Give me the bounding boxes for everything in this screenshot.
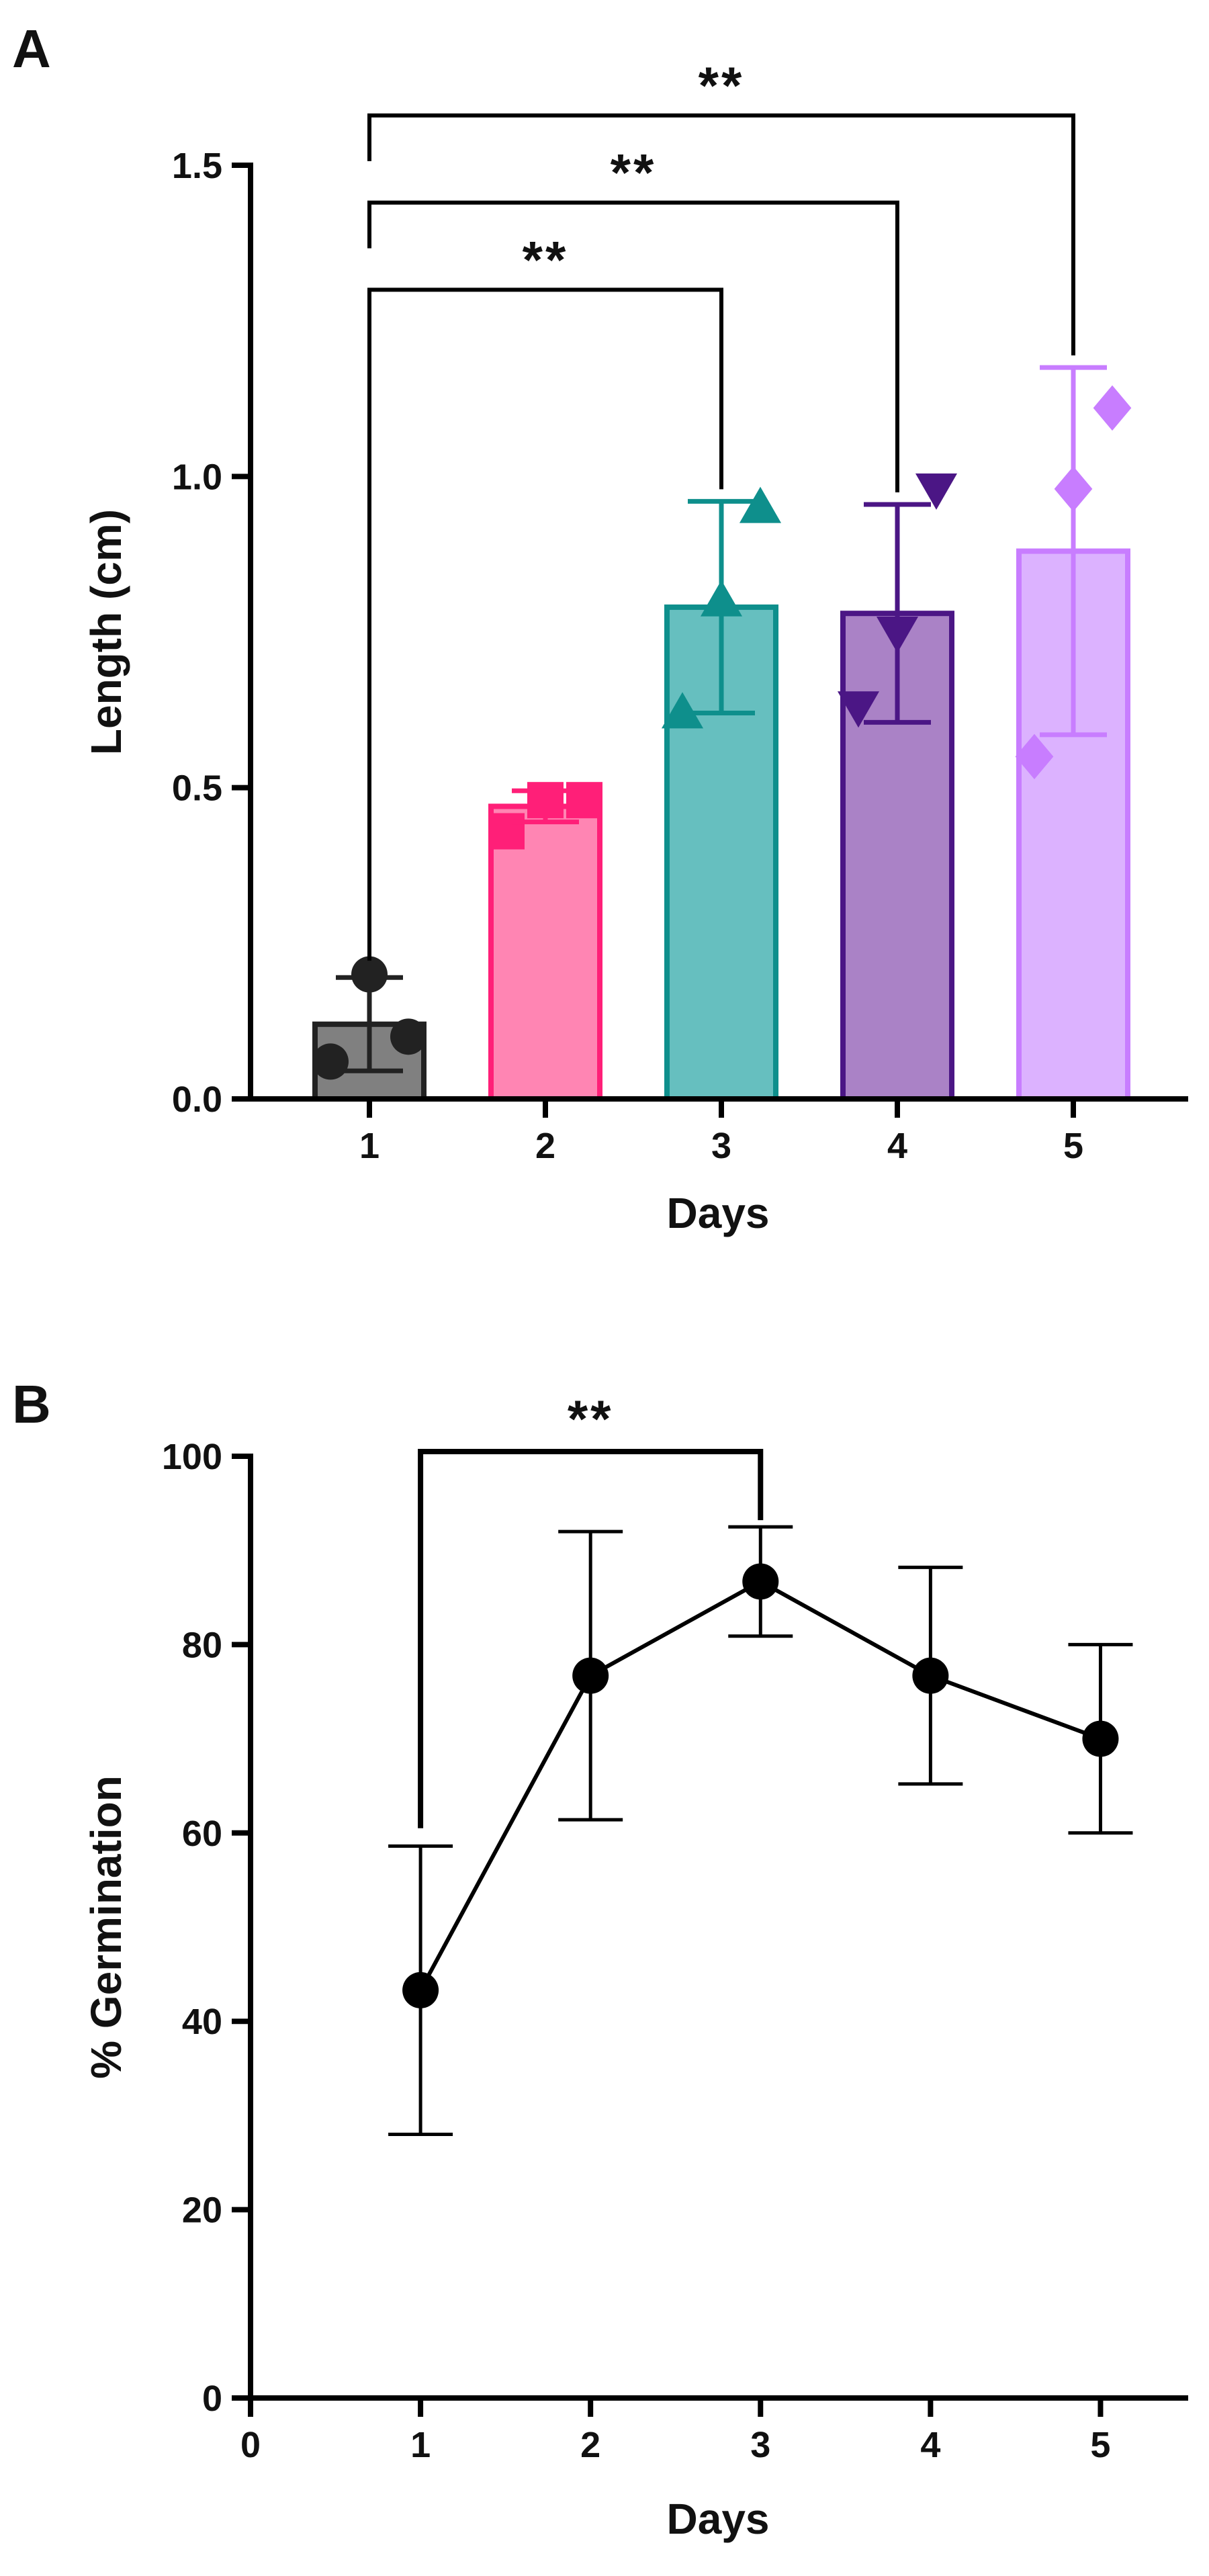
b-x-tick-label-5: 5	[1090, 2425, 1110, 2465]
b-significance-label-1-3: **	[568, 1389, 614, 1448]
panel-a-bar-chart: A ** ** ** 0.0 0.5 1.0 1.5 1 2 3 4 5 Days Length …	[12, 19, 1188, 1237]
a-point-day-2-1	[488, 813, 525, 850]
a-x-tick-label-1: 1	[359, 1126, 379, 1166]
b-x-tick-label-0: 0	[240, 2425, 261, 2465]
panel-a-letter: A	[12, 19, 51, 79]
a-point-day-1-3	[390, 1018, 427, 1055]
b-x-axis-title: Days	[667, 2495, 770, 2543]
b-x-ticks-layer: 0 1 2 3 4 5	[240, 2398, 1110, 2465]
a-significance-bracket-1-4	[367, 200, 899, 493]
a-axes-layer	[248, 163, 1188, 1102]
a-point-day-3-3	[739, 486, 782, 523]
a-y-tick-label-0: 0.0	[172, 1079, 222, 1120]
b-y-ticks-layer: 0 20 40 60 80 100	[162, 1437, 251, 2419]
a-bar-day-2	[488, 803, 602, 1102]
a-point-day-1-2	[351, 956, 388, 993]
panel-b-line-chart: B ** 0 20 40 60 80 100 0 1 2 3 4 5 Days % Germinat…	[12, 1374, 1188, 2543]
b-x-tick-label-4: 4	[920, 2425, 940, 2465]
a-significance-bracket-1-3	[367, 287, 723, 961]
a-point-day-4-3	[915, 473, 958, 510]
b-y-tick-label-40: 40	[182, 2002, 222, 2042]
a-x-tick-label-5: 5	[1063, 1126, 1083, 1166]
a-point-day-2-3	[566, 782, 602, 819]
a-point-day-1-1	[312, 1043, 349, 1080]
a-x-tick-label-2: 2	[535, 1126, 555, 1166]
a-significance-bracket-1-5	[367, 113, 1075, 356]
b-errorbars-layer	[388, 1525, 1133, 2136]
b-point-day-2	[572, 1657, 609, 1694]
b-y-tick-label-80: 80	[182, 1625, 222, 1665]
a-point-day-4-1	[837, 691, 880, 728]
a-x-tick-label-3: 3	[711, 1126, 731, 1166]
a-significance-label-1-3: **	[523, 230, 569, 289]
b-y-axis-title: % Germination	[82, 1775, 130, 2079]
a-x-tick-label-4: 4	[887, 1126, 907, 1166]
a-y-ticks-layer: 0.0 0.5 1.0 1.5	[172, 146, 251, 1120]
a-point-day-5-1	[1015, 734, 1054, 780]
a-y-axis-title: Length (cm)	[82, 509, 130, 755]
b-significance-layer: **	[418, 1389, 764, 1828]
a-y-tick-label-3: 1.5	[172, 146, 222, 186]
a-significance-label-1-4: **	[611, 143, 657, 202]
b-point-day-4	[912, 1657, 949, 1694]
a-x-ticks-layer: 1 2 3 4 5	[359, 1099, 1083, 1166]
b-y-tick-label-20: 20	[182, 2190, 222, 2231]
a-significance-layer: ** ** **	[367, 56, 1075, 961]
a-y-tick-label-2: 1.0	[172, 457, 222, 497]
a-y-tick-label-1: 0.5	[172, 768, 222, 809]
b-point-day-5	[1082, 1720, 1119, 1757]
a-significance-label-1-5: **	[699, 56, 745, 115]
panel-b-letter: B	[12, 1374, 51, 1434]
b-series-line	[418, 1579, 1102, 1992]
b-x-tick-label-3: 3	[750, 2425, 770, 2465]
a-errorbars-layer	[336, 365, 1107, 1073]
b-significance-bracket-1-3	[418, 1448, 764, 1828]
a-point-day-3-1	[661, 692, 704, 729]
a-points-layer	[312, 385, 1132, 1080]
b-y-tick-label-100: 100	[162, 1437, 222, 1477]
b-x-tick-label-1: 1	[410, 2425, 431, 2465]
b-points-layer	[402, 1563, 1119, 2008]
b-point-day-1	[402, 1971, 439, 2008]
a-x-axis-title: Days	[667, 1189, 770, 1237]
a-point-day-5-3	[1093, 385, 1132, 431]
b-y-tick-label-0: 0	[202, 2379, 222, 2419]
b-x-tick-label-2: 2	[580, 2425, 600, 2465]
b-y-tick-label-60: 60	[182, 1814, 222, 1854]
b-point-day-3	[742, 1563, 779, 1600]
b-axes-layer	[248, 1454, 1188, 2401]
